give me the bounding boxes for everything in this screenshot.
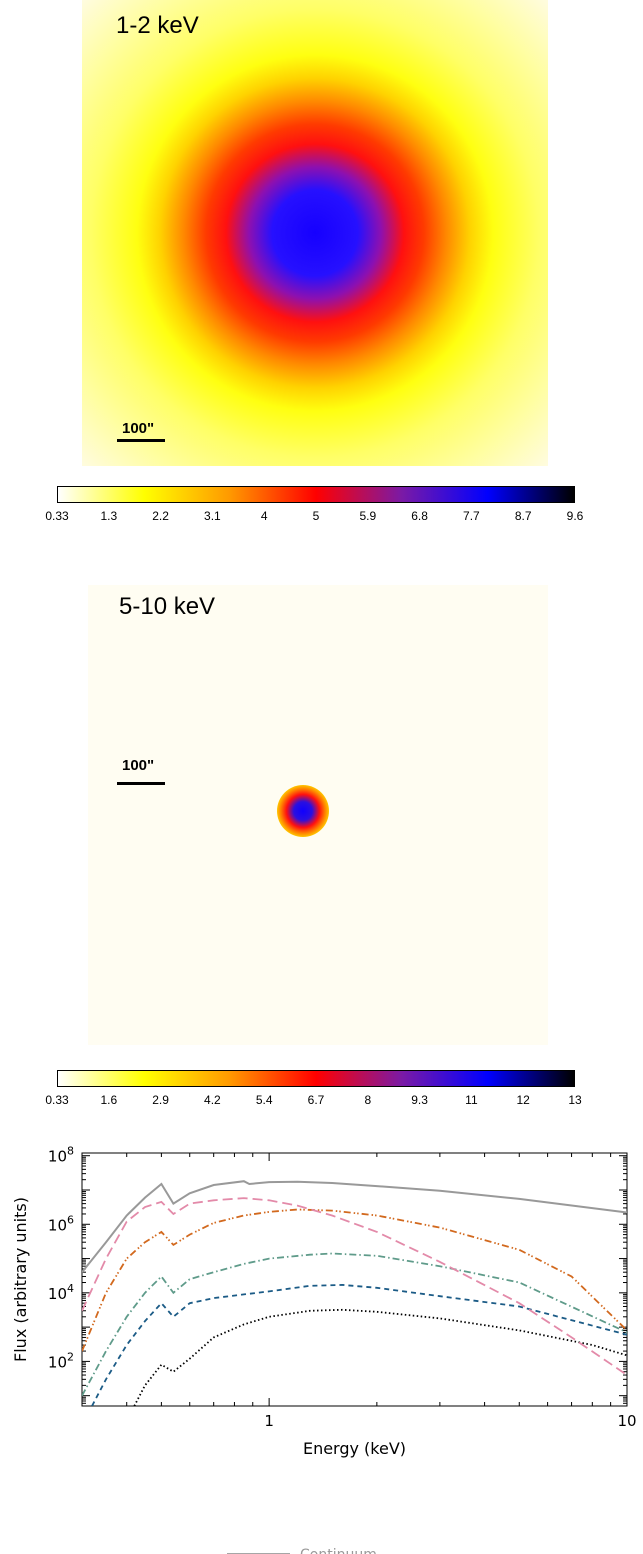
y-tick-label: 102 <box>48 1350 74 1371</box>
y-axis-label: Flux (arbitrary units) <box>11 1197 30 1362</box>
colorbar-tick-label: 2.9 <box>152 1093 169 1107</box>
scale-bar-label: 100" <box>122 420 155 437</box>
series-line-2 <box>91 1283 627 1406</box>
colorbar-1 <box>57 486 575 503</box>
axis-ticks: 1 10 102 104 106 108 <box>48 1145 637 1430</box>
colorbar-tick-label: 9.6 <box>566 509 584 523</box>
colorbar-tick-label: 13 <box>568 1093 582 1107</box>
colorbar-tick-label: 4.2 <box>204 1093 221 1107</box>
series-line-1 <box>133 1308 627 1406</box>
colorbar-tick-label: 2.2 <box>152 509 169 523</box>
plot-frame <box>81 1152 628 1407</box>
series-line-4 <box>82 1208 627 1352</box>
spectrum-plot: 1 10 102 104 106 108 Continuum2-5''10-15''50-… <box>11 1145 637 1554</box>
plot-border <box>81 1152 628 1407</box>
colorbar-tick-label: 6.7 <box>307 1093 325 1107</box>
legend: Continuum2-5''10-15''50-60''100-200''500… <box>227 1547 377 1554</box>
x-tick-label: 1 <box>264 1412 274 1430</box>
image-panel-5-10kev: 5-10 keV 100" <box>88 585 548 1045</box>
colorbar-tick-label: 12 <box>516 1093 530 1107</box>
colorbar-tick-label: 8.7 <box>514 509 532 523</box>
colorbar-tick-label: 6.8 <box>411 509 428 523</box>
y-tick-label: 106 <box>48 1213 74 1234</box>
colorbar-tick-label: 1.6 <box>100 1093 118 1107</box>
legend-label: Continuum <box>300 1547 377 1554</box>
x-tick-label: 10 <box>617 1412 636 1430</box>
image-panel-1-2kev: 1-2 keV 100" <box>82 0 548 466</box>
y-tick-label: 104 <box>48 1282 74 1303</box>
colorbar-tick-label: 7.7 <box>463 509 480 523</box>
x-axis-label: Energy (keV) <box>303 1439 406 1458</box>
colorbar-tick-label: 0.33 <box>45 509 69 523</box>
colorbar-tick-label: 11 <box>465 1093 478 1107</box>
colorbar-tick-label: 4 <box>260 509 268 523</box>
y-tick-label: 108 <box>48 1145 74 1166</box>
colorbar-tick-label: 5 <box>312 509 320 523</box>
scale-bar <box>117 782 165 785</box>
band-label: 1-2 keV <box>116 12 199 39</box>
colorbar-tick-label: 5.9 <box>359 509 377 523</box>
series-line-3 <box>82 1252 627 1397</box>
colorbar-tick-label: 1.3 <box>100 509 118 523</box>
band-label: 5-10 keV <box>119 593 216 620</box>
scale-bar <box>117 439 165 442</box>
scale-bar-label: 100" <box>122 757 155 774</box>
series-line-0 <box>82 1180 627 1273</box>
colorbar-tick-label: 0.33 <box>45 1093 69 1107</box>
colorbar-tick-label: 9.3 <box>411 1093 428 1107</box>
colorbar-tick-label: 3.1 <box>204 509 221 523</box>
colorbar-tick-label: 8 <box>364 1093 372 1107</box>
series-lines <box>82 1180 627 1406</box>
series-line-5 <box>82 1197 627 1376</box>
colorbar-tick-label: 5.4 <box>255 1093 273 1107</box>
colorbar-2 <box>57 1070 575 1087</box>
source-core <box>277 785 329 837</box>
